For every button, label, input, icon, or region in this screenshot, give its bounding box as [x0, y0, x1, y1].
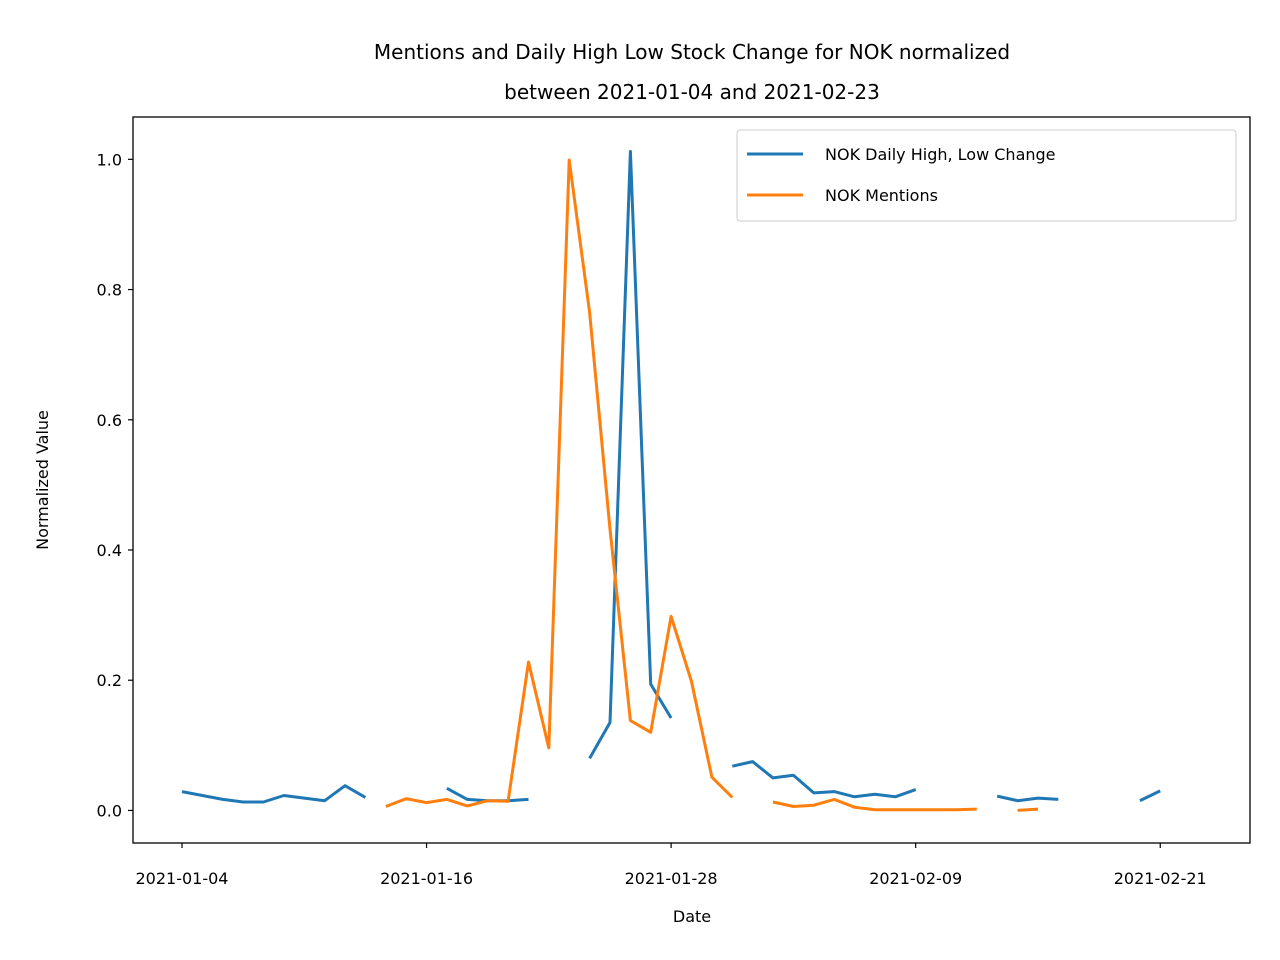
y-axis-label: Normalized Value [33, 410, 52, 550]
y-tick-label: 0.2 [97, 671, 122, 690]
x-tick-label: 2021-02-21 [1114, 869, 1207, 888]
chart-title-line-2: between 2021-01-04 and 2021-02-23 [504, 80, 880, 104]
x-tick-label: 2021-02-09 [869, 869, 962, 888]
x-tick-label: 2021-01-16 [380, 869, 473, 888]
plot-frame [132, 116, 1251, 844]
y-tick-label: 0.0 [97, 801, 122, 820]
y-tick-label: 1.0 [97, 150, 122, 169]
y-tick-label: 0.6 [97, 411, 122, 430]
y-axis: 0.0 0.2 0.4 0.6 0.8 1.0 [97, 150, 133, 820]
y-tick-label: 0.4 [97, 541, 122, 560]
y-tick-label: 0.8 [97, 281, 122, 300]
legend: NOK Daily High, Low Change NOK Mentions [736, 129, 1237, 222]
x-tick-label: 2021-01-04 [136, 869, 229, 888]
x-axis: 2021-01-04 2021-01-16 2021-01-28 2021-02-09… [136, 843, 1207, 888]
legend-box [736, 129, 1237, 222]
x-axis-label: Date [673, 907, 711, 926]
series-line-2 [385, 158, 1039, 812]
plot-lines [181, 150, 1161, 812]
legend-label-2: NOK Mentions [825, 186, 938, 205]
x-tick-label: 2021-01-28 [625, 869, 718, 888]
legend-label-1: NOK Daily High, Low Change [825, 145, 1056, 164]
chart-title-line-1: Mentions and Daily High Low Stock Change… [374, 40, 1010, 64]
